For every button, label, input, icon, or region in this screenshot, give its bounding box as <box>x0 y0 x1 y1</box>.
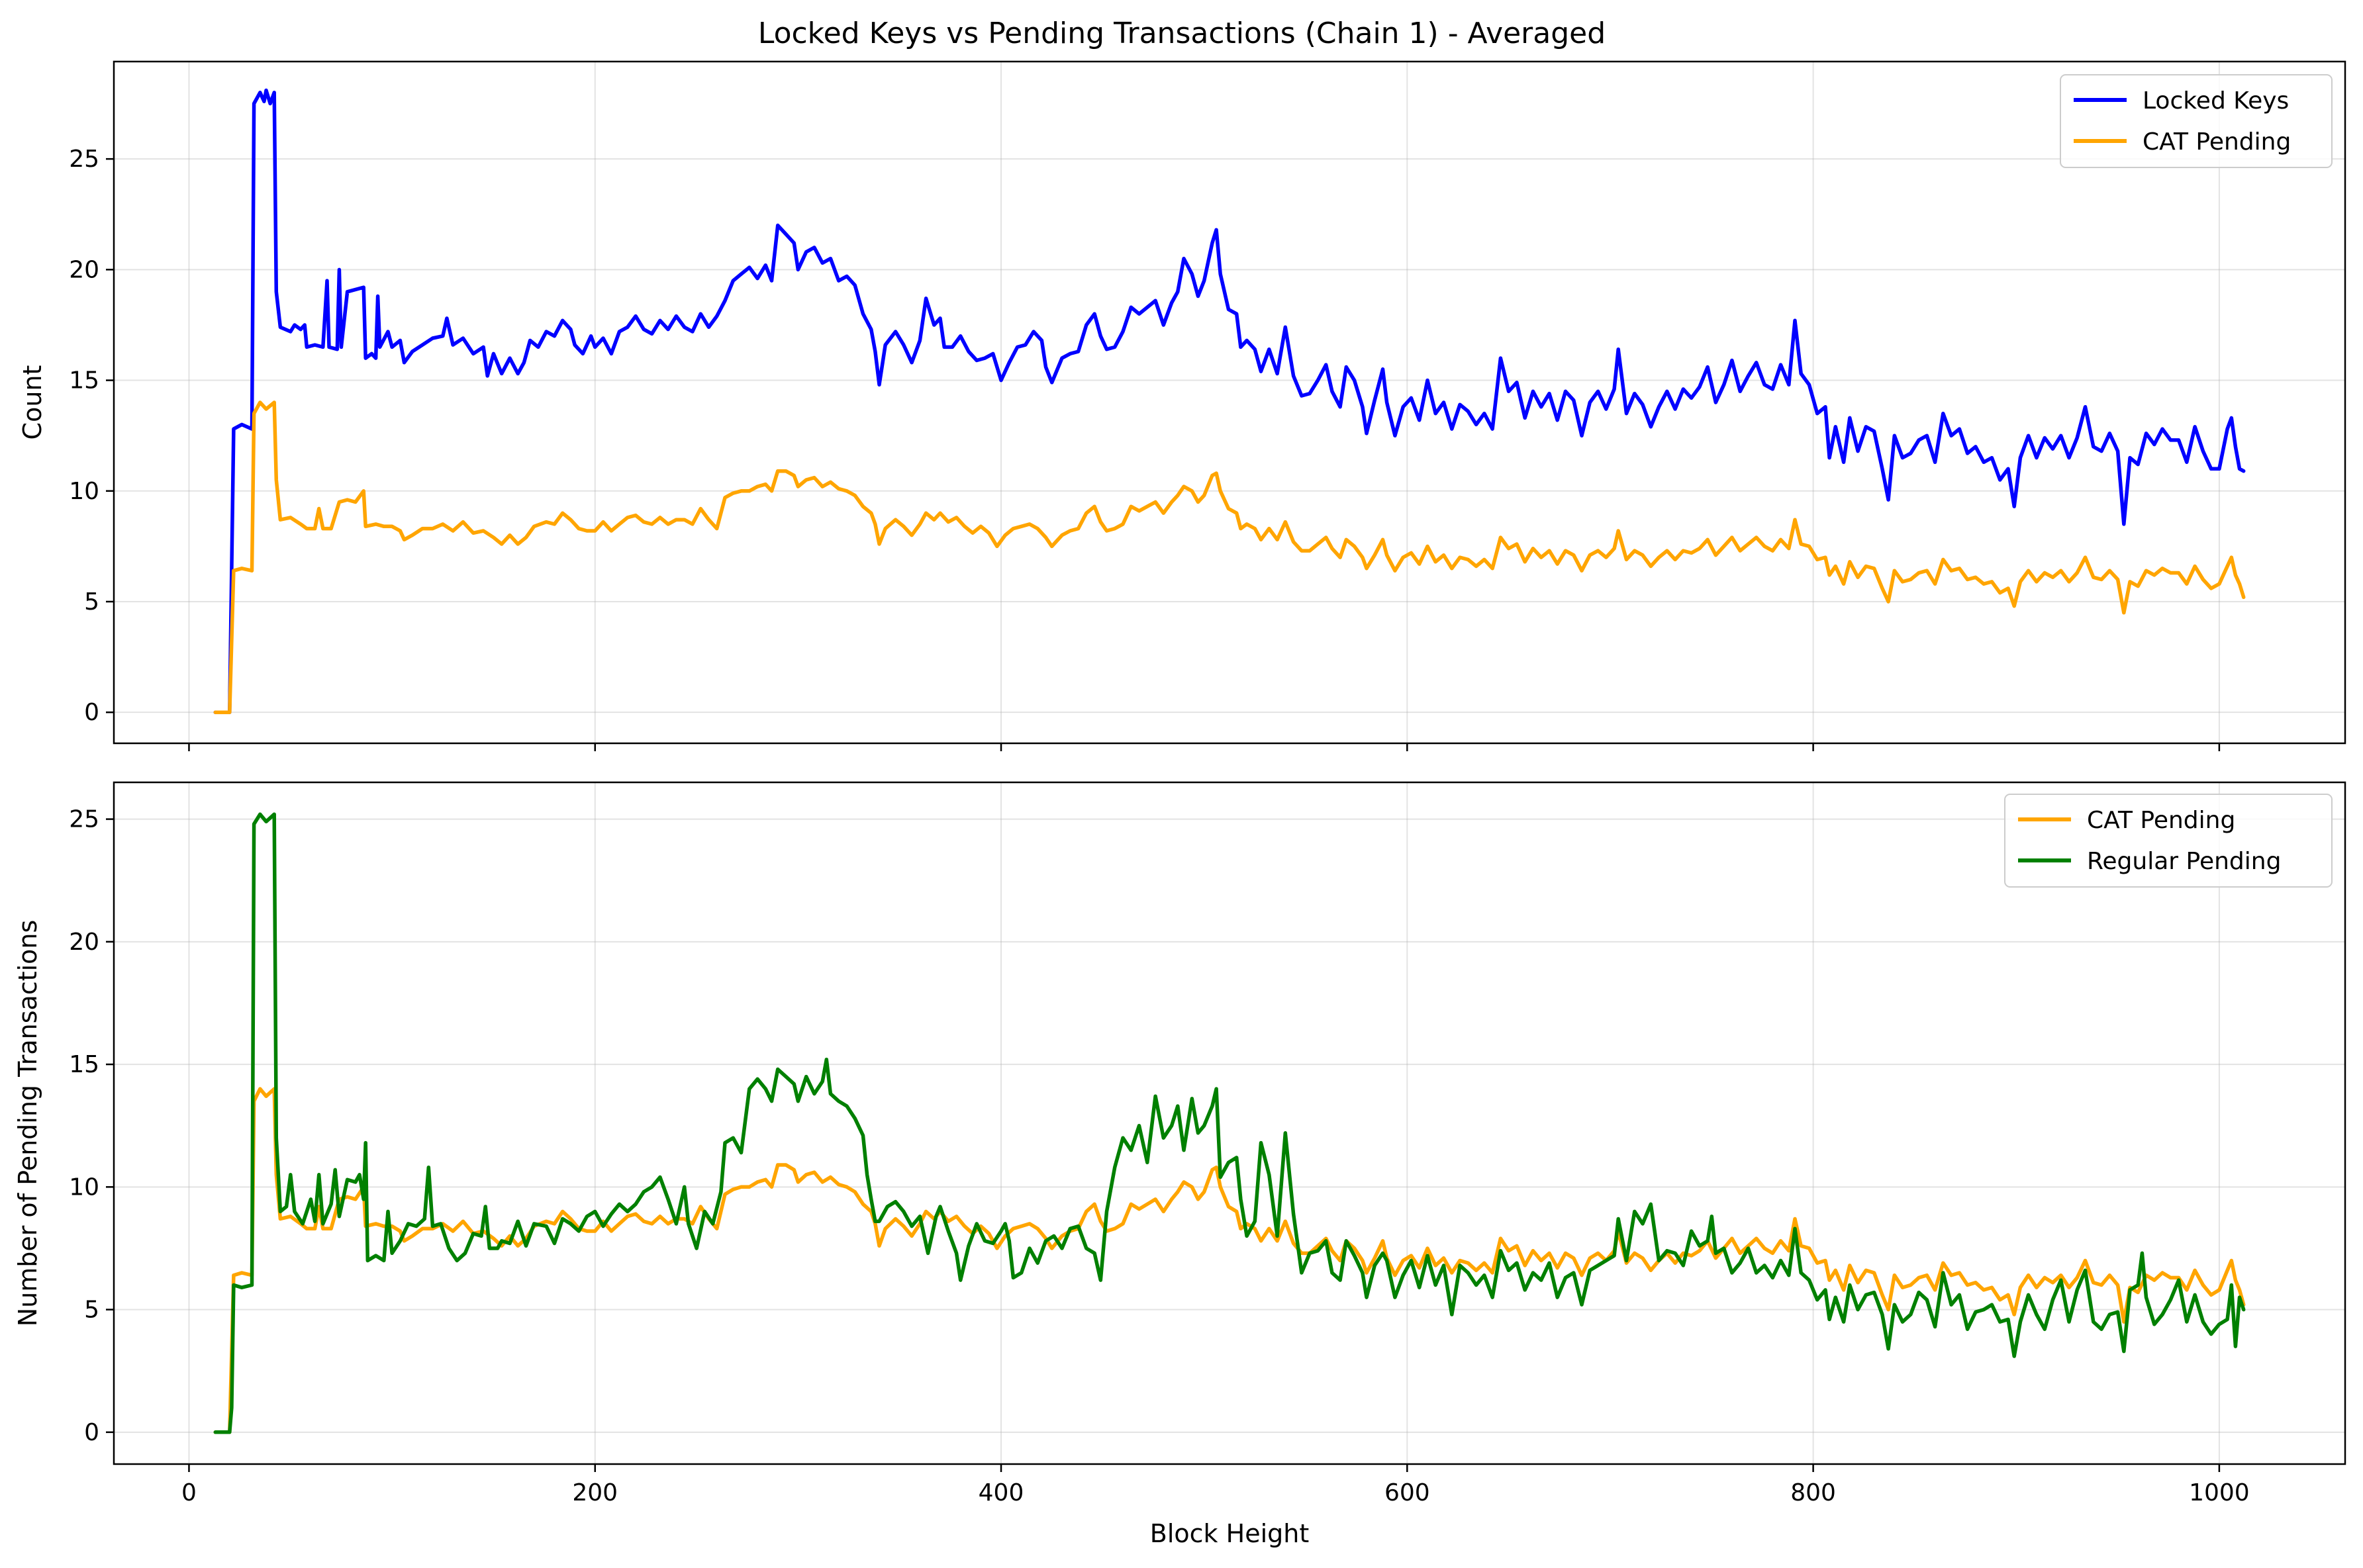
bottom-panel-y-tick-label: 10 <box>69 1174 99 1201</box>
bottom-panel-frame <box>113 781 2346 1465</box>
bottom-panel-legend-box <box>2004 794 2333 888</box>
top-panel-frame <box>113 60 2346 745</box>
top-panel-series-cat-pending <box>213 400 2246 714</box>
top-panel: 0 5 10 15 20 25 Count Locked Keys CAT Pending <box>18 60 2346 751</box>
bottom-panel-y-axis-label: Number of Pending Transactions <box>13 920 42 1327</box>
top-panel-series <box>213 88 2246 714</box>
top-panel-x-ticks <box>188 743 2221 751</box>
top-panel-y-tick-label: 20 <box>69 256 99 283</box>
top-panel-y-tick-label: 0 <box>84 699 99 726</box>
legend-label-locked-keys: Locked Keys <box>2143 87 2289 115</box>
x-axis-label: Block Height <box>1150 1519 1309 1548</box>
top-panel-y-axis-label: Count <box>18 365 47 440</box>
x-tick-label: 200 <box>572 1479 618 1506</box>
bottom-panel-series-regular-pending <box>213 812 2246 1434</box>
chart-title: Locked Keys vs Pending Transactions (Cha… <box>758 17 1606 50</box>
x-tick-label: 0 <box>181 1479 197 1506</box>
top-panel-series-locked-keys <box>213 88 2246 714</box>
bottom-panel-x-ticks: 0 200 400 600 800 1000 <box>181 1464 2250 1506</box>
top-panel-y-tick-label: 10 <box>69 478 99 505</box>
legend-label-regular-pending: Regular Pending <box>2087 848 2281 875</box>
bottom-panel-series-cat-pending <box>213 1087 2246 1434</box>
bottom-panel-y-tick-label: 5 <box>84 1297 99 1324</box>
top-panel-grid <box>114 62 2345 743</box>
x-tick-label: 600 <box>1384 1479 1430 1506</box>
legend-label-cat-pending: CAT Pending <box>2087 807 2235 834</box>
x-tick-label: 400 <box>979 1479 1024 1506</box>
bottom-panel-y-tick-label: 15 <box>69 1051 99 1078</box>
bottom-panel-legend: CAT Pending Regular Pending <box>2004 794 2333 888</box>
bottom-panel-y-ticks: 0 5 10 15 20 25 <box>69 806 114 1446</box>
top-panel-legend-box <box>2060 74 2333 168</box>
x-tick-label: 1000 <box>2189 1479 2250 1506</box>
x-tick-label: 800 <box>1790 1479 1836 1506</box>
bottom-panel: 0 200 400 600 800 1000 0 5 10 15 20 25 Number of P… <box>13 781 2346 1548</box>
top-panel-y-tick-label: 25 <box>69 146 99 173</box>
bottom-panel-y-tick-label: 0 <box>84 1419 99 1446</box>
bottom-panel-y-tick-label: 25 <box>69 806 99 833</box>
top-panel-legend: Locked Keys CAT Pending <box>2060 74 2333 168</box>
bottom-panel-series <box>213 812 2246 1434</box>
legend-label-cat-pending: CAT Pending <box>2143 128 2291 156</box>
top-panel-y-ticks: 0 5 10 15 20 25 <box>69 146 114 726</box>
top-panel-y-tick-label: 5 <box>84 588 99 616</box>
top-panel-y-tick-label: 15 <box>69 367 99 394</box>
bottom-panel-grid <box>114 782 2345 1464</box>
bottom-panel-y-tick-label: 20 <box>69 929 99 956</box>
